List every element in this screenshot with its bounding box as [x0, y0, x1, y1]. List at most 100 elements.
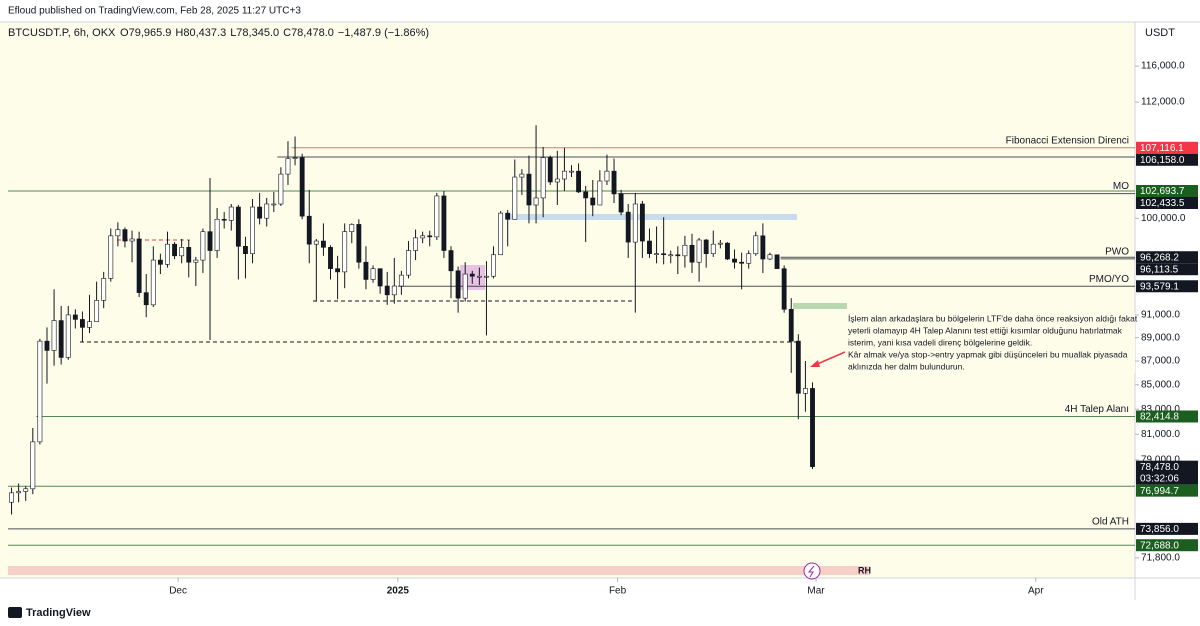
- price-label: 106,158.0: [1140, 155, 1185, 166]
- candle-body: [554, 178, 560, 183]
- candle-body: [243, 245, 248, 254]
- candle-body: [257, 206, 263, 219]
- y-tick-label: 100,000.0: [1141, 213, 1186, 224]
- candle-body: [108, 235, 114, 279]
- candle-body: [278, 173, 284, 205]
- candle-body: [101, 278, 107, 301]
- price-label-box: [1136, 251, 1198, 264]
- countdown: 03:32:06: [1140, 473, 1179, 484]
- candle-body: [193, 259, 199, 263]
- candle-body: [611, 170, 617, 195]
- candle-body: [207, 231, 213, 251]
- y-tick-label: 116,000.0: [1141, 61, 1185, 72]
- candle-body: [732, 258, 737, 263]
- footer: [0, 600, 1200, 626]
- candle-body: [781, 268, 787, 310]
- price-label: 102,693.7: [1140, 186, 1185, 197]
- price-label: 93,579.1: [1140, 281, 1179, 292]
- candle-body: [9, 492, 14, 503]
- candle-body: [583, 191, 589, 199]
- y-tick-label: 71,800.0: [1141, 552, 1180, 563]
- candle-body: [143, 292, 149, 306]
- candle-body: [384, 285, 390, 296]
- candle-body: [72, 314, 78, 320]
- price-label: 72,688.0: [1140, 540, 1179, 551]
- candle-body: [427, 235, 433, 238]
- candle-body: [406, 250, 411, 276]
- candle-body: [682, 244, 688, 257]
- price-label: 102,433.5: [1140, 198, 1185, 209]
- level-name: Old ATH: [1092, 517, 1129, 528]
- x-tick-label: Apr: [1028, 586, 1044, 597]
- candle-body: [342, 231, 348, 273]
- candle-body: [647, 240, 652, 254]
- level-name: PWO: [1105, 247, 1129, 258]
- candle-body: [739, 261, 745, 264]
- annotation-line: isterim, yani kısa vadeli direnç bölgele…: [848, 337, 1032, 347]
- candle-body: [675, 254, 681, 257]
- candle-body: [285, 158, 291, 175]
- x-tick-label: Mar: [807, 586, 825, 597]
- candle-body: [250, 206, 255, 254]
- price-axis-background: [1135, 22, 1200, 600]
- y-tick-label: 85,000.0: [1141, 379, 1180, 390]
- candle-body: [561, 170, 567, 180]
- candle-body: [767, 254, 773, 260]
- candle-body: [760, 235, 766, 260]
- candle-body: [370, 268, 376, 280]
- candle-body: [235, 206, 241, 247]
- brand: TradingView: [26, 607, 91, 619]
- candle-body: [306, 215, 312, 245]
- candle-body: [533, 197, 539, 206]
- candle-body: [639, 203, 645, 242]
- x-tick-label: Feb: [609, 586, 627, 597]
- candle-body: [540, 157, 546, 199]
- candle-body: [597, 180, 603, 206]
- candle-body: [136, 238, 142, 293]
- y-tick-label: 89,000.0: [1141, 332, 1180, 343]
- annotation-background: [845, 312, 1135, 374]
- candle-body: [802, 388, 808, 394]
- ohlc-open: O79,965.9: [120, 27, 171, 39]
- marker-label: RH: [858, 565, 871, 575]
- zone: [793, 303, 847, 309]
- candle-body: [320, 240, 326, 248]
- candle-body: [214, 218, 220, 251]
- price-label-box: [1136, 153, 1198, 166]
- candle-body: [576, 170, 582, 193]
- price-label: 96,268.2: [1140, 252, 1179, 263]
- candle-body: [313, 240, 319, 245]
- candle-body: [498, 212, 504, 256]
- candle-body: [122, 229, 128, 242]
- candle-body: [476, 275, 482, 278]
- price-label: 76,994.7: [1140, 486, 1179, 497]
- candle-body: [526, 173, 532, 206]
- candle-body: [30, 441, 36, 490]
- level-name: MO: [1113, 181, 1129, 192]
- candle-body: [448, 250, 454, 272]
- price-label-box: [1136, 522, 1198, 535]
- price-label-box: [1136, 263, 1198, 276]
- candle-body: [661, 253, 667, 256]
- x-tick-label: 2025: [387, 586, 410, 597]
- price-label-box: [1136, 196, 1198, 209]
- candle-body: [398, 274, 404, 287]
- event-icon[interactable]: [803, 562, 821, 580]
- candle-body: [328, 247, 333, 269]
- y-tick-label: 83,000.0: [1141, 404, 1180, 415]
- candle-body: [179, 247, 185, 257]
- price-label-box: [1136, 280, 1198, 293]
- candle-body: [469, 273, 475, 277]
- candle-body: [441, 195, 447, 251]
- candle-body: [491, 254, 496, 277]
- y-tick-label: 91,000.0: [1141, 310, 1180, 321]
- candle-body: [696, 239, 702, 263]
- candle-body: [150, 259, 156, 306]
- price-label-box: [1136, 184, 1198, 197]
- candle-body: [335, 268, 341, 273]
- annotation: İşlem alan arkadaşlara bu bölgelerin LTF…: [845, 312, 1138, 374]
- candle-body: [795, 340, 801, 394]
- price-label: 73,856.0: [1140, 524, 1179, 535]
- candle-body: [484, 275, 489, 278]
- candle-body: [94, 300, 100, 322]
